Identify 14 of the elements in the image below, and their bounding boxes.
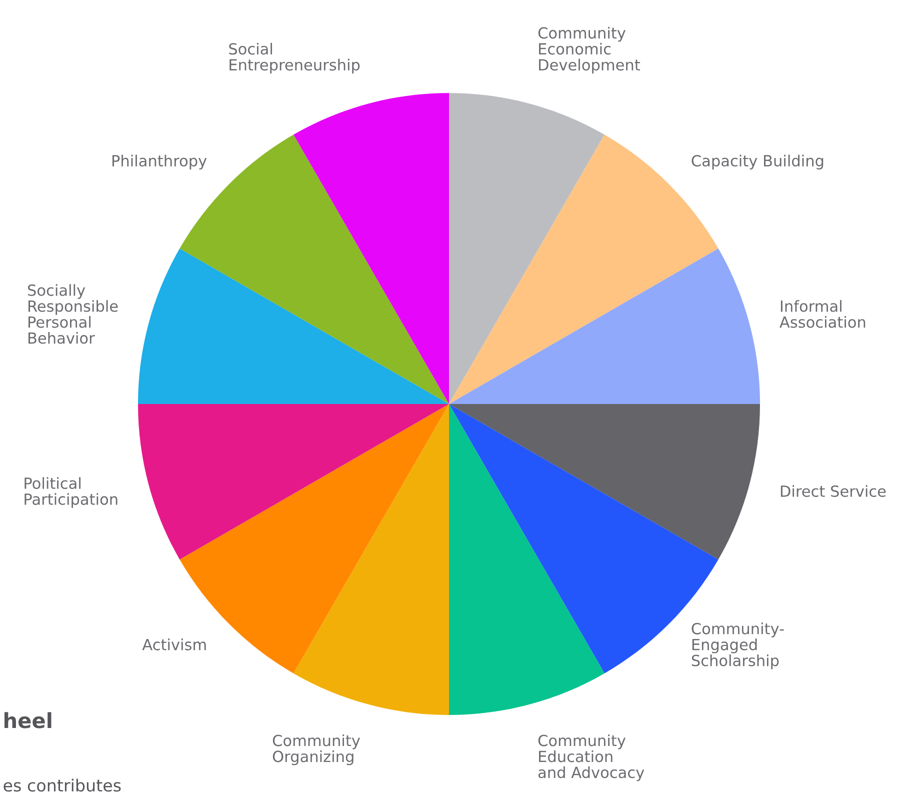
text: es contributes (4, 778, 121, 792)
slice-label: Community Organizing (272, 734, 360, 766)
slice-label: Direct Service (780, 485, 886, 497)
slice-label: Community- Engaged Scholarship (692, 622, 784, 670)
slice-label: Socially Responsible Personal Behavior (28, 284, 118, 344)
slice-label: Community Economic Development (538, 26, 640, 74)
slice-label: Activism (142, 638, 206, 650)
slice-label: Capacity Building (692, 154, 824, 170)
slice-label: Philanthropy (112, 154, 207, 170)
slice-label: Informal Association (780, 300, 866, 328)
text: heel (4, 712, 52, 728)
slice-label: Social Entrepreneurship (229, 42, 360, 74)
slice-label: Political Participation (24, 477, 118, 508)
slice-label: Community Education and Advocacy (538, 734, 644, 782)
